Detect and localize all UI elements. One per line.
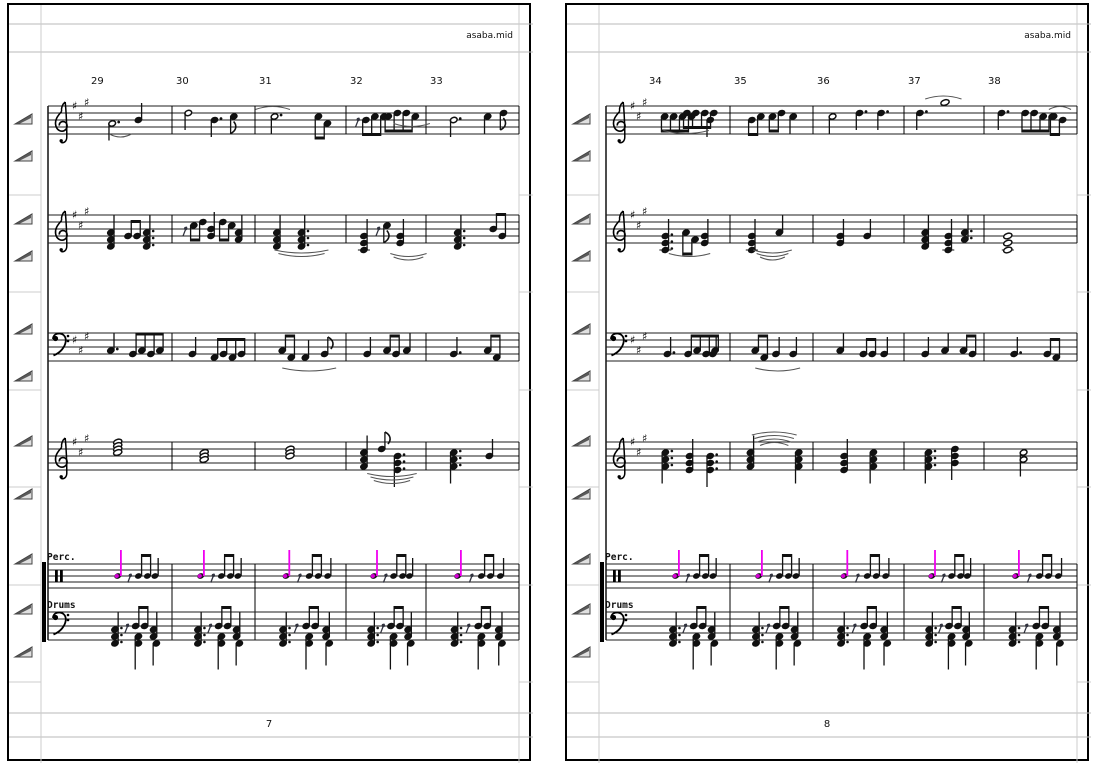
staff-handle-icon[interactable]	[571, 150, 591, 162]
measure-number: 32	[350, 76, 363, 87]
staff-system-bass: ♯♯♯	[48, 330, 520, 372]
treble-clef-icon	[612, 437, 626, 480]
staff-system-harmony: ♯♯♯	[48, 205, 520, 261]
key-signature-sharp: ♯	[636, 446, 641, 459]
perc-clef-icon	[613, 570, 621, 582]
staff-handle-icon[interactable]	[13, 213, 33, 225]
staff-handle-icon[interactable]	[571, 323, 591, 335]
staff-handle-icon[interactable]	[571, 488, 591, 500]
measure-number: 33	[430, 76, 443, 87]
page-number: 7	[265, 719, 273, 730]
key-signature-sharp: ♯	[642, 330, 647, 343]
bass-clef-icon	[610, 611, 628, 636]
key-signature-sharp: ♯	[72, 209, 77, 222]
treble-clef-icon	[54, 210, 68, 253]
staff-handle-icon[interactable]	[13, 323, 33, 335]
key-signature-sharp: ♯	[642, 205, 647, 218]
key-signature-sharp: ♯	[72, 436, 77, 449]
key-signature-sharp: ♯	[78, 219, 83, 232]
measure-numbers: 29 30 31 32 33	[91, 76, 443, 87]
staff-system-pad: ♯♯♯	[606, 431, 1078, 487]
document-title: asaba.mid	[466, 31, 513, 41]
key-signature-sharp: ♯	[84, 432, 89, 445]
staff-handle-icon[interactable]	[13, 488, 33, 500]
staff-handle-icon[interactable]	[571, 553, 591, 565]
staff-system-lead: ♯♯♯	[606, 95, 1078, 144]
staff-system-pad: ♯♯♯	[48, 431, 520, 487]
measure-numbers: 34 35 36 37 38	[649, 76, 1001, 87]
key-signature-sharp: ♯	[642, 432, 647, 445]
staff-system-drums: Drums	[605, 600, 1077, 670]
bass-clef-icon	[52, 611, 70, 636]
staff-handle-icon[interactable]	[571, 113, 591, 125]
staff-system-harmony: ♯♯♯	[606, 205, 1078, 261]
staff-handle-icon[interactable]	[13, 250, 33, 262]
score-page-8: asaba.mid 34 35 36 37 38 ♯ ♯ ♯ ♯ ♯ ♯ ♯ ♯ ♯ ♯ ♯ ♯ Perc. Dru…	[565, 3, 1091, 763]
measure-number: 35	[734, 76, 747, 87]
key-signature-sharp: ♯	[84, 205, 89, 218]
measure-number: 29	[91, 76, 104, 87]
staff-label: Drums	[605, 600, 634, 611]
key-signature-sharp: ♯	[72, 334, 77, 347]
music-notation-page-8: 34 35 36 37 38♯♯♯♯♯♯♯♯♯♯♯♯Perc.Drums	[567, 5, 1091, 763]
measure-number: 34	[649, 76, 662, 87]
page-number: 8	[823, 719, 831, 730]
treble-clef-icon	[612, 101, 626, 144]
staff-handle-icon[interactable]	[571, 435, 591, 447]
key-signature-sharp: ♯	[84, 96, 89, 109]
document-title: asaba.mid	[1024, 31, 1071, 41]
measure-number: 30	[176, 76, 189, 87]
key-signature-sharp: ♯	[78, 110, 83, 123]
key-signature-sharp: ♯	[630, 100, 635, 113]
staff-handle-icon[interactable]	[13, 553, 33, 565]
score-page-7: asaba.mid 29 30 31 32 33 ♯ ♯ ♯ ♯ ♯ ♯ ♯ ♯ ♯ ♯ ♯ ♯ Perc. Dru…	[7, 3, 533, 763]
staff-handle-icon[interactable]	[13, 150, 33, 162]
staff-label: Drums	[47, 600, 76, 611]
treble-clef-icon	[54, 437, 68, 480]
staff-handle-icon[interactable]	[13, 646, 33, 658]
staff-system-perc: Perc.	[605, 550, 1078, 640]
perc-clef-icon	[55, 570, 63, 582]
measure-number: 31	[259, 76, 272, 87]
staff-system-perc: Perc.	[47, 550, 520, 640]
key-signature-sharp: ♯	[636, 110, 641, 123]
staff-system-bass: ♯♯♯	[606, 330, 1078, 372]
key-signature-sharp: ♯	[630, 209, 635, 222]
staff-handle-icon[interactable]	[13, 370, 33, 382]
staff-system-lead: ♯♯♯	[48, 96, 520, 144]
key-signature-sharp: ♯	[84, 330, 89, 343]
key-signature-sharp: ♯	[78, 344, 83, 357]
key-signature-sharp: ♯	[72, 100, 77, 113]
staff-label: Perc.	[47, 552, 76, 563]
staff-handle-icon[interactable]	[571, 603, 591, 615]
measure-number: 36	[817, 76, 830, 87]
bass-clef-icon	[52, 332, 70, 357]
key-signature-sharp: ♯	[78, 446, 83, 459]
treble-clef-icon	[54, 101, 68, 144]
treble-clef-icon	[612, 210, 626, 253]
key-signature-sharp: ♯	[636, 219, 641, 232]
staff-handle-icon[interactable]	[13, 113, 33, 125]
key-signature-sharp: ♯	[630, 436, 635, 449]
staff-handle-icon[interactable]	[13, 435, 33, 447]
measure-number: 37	[908, 76, 921, 87]
bass-clef-icon	[610, 332, 628, 357]
staff-handle-icon[interactable]	[571, 370, 591, 382]
key-signature-sharp: ♯	[630, 334, 635, 347]
staff-handle-icon[interactable]	[571, 646, 591, 658]
staff-label: Perc.	[605, 552, 634, 563]
staff-system-drums: Drums	[47, 600, 519, 670]
staff-handle-icon[interactable]	[571, 250, 591, 262]
music-notation-page-7: 29 30 31 32 33♯♯♯♯♯♯♯♯♯♯♯♯Perc.Drums	[9, 5, 533, 763]
staff-handle-icon[interactable]	[13, 603, 33, 615]
measure-number: 38	[988, 76, 1001, 87]
key-signature-sharp: ♯	[636, 344, 641, 357]
key-signature-sharp: ♯	[642, 96, 647, 109]
staff-handle-icon[interactable]	[571, 213, 591, 225]
